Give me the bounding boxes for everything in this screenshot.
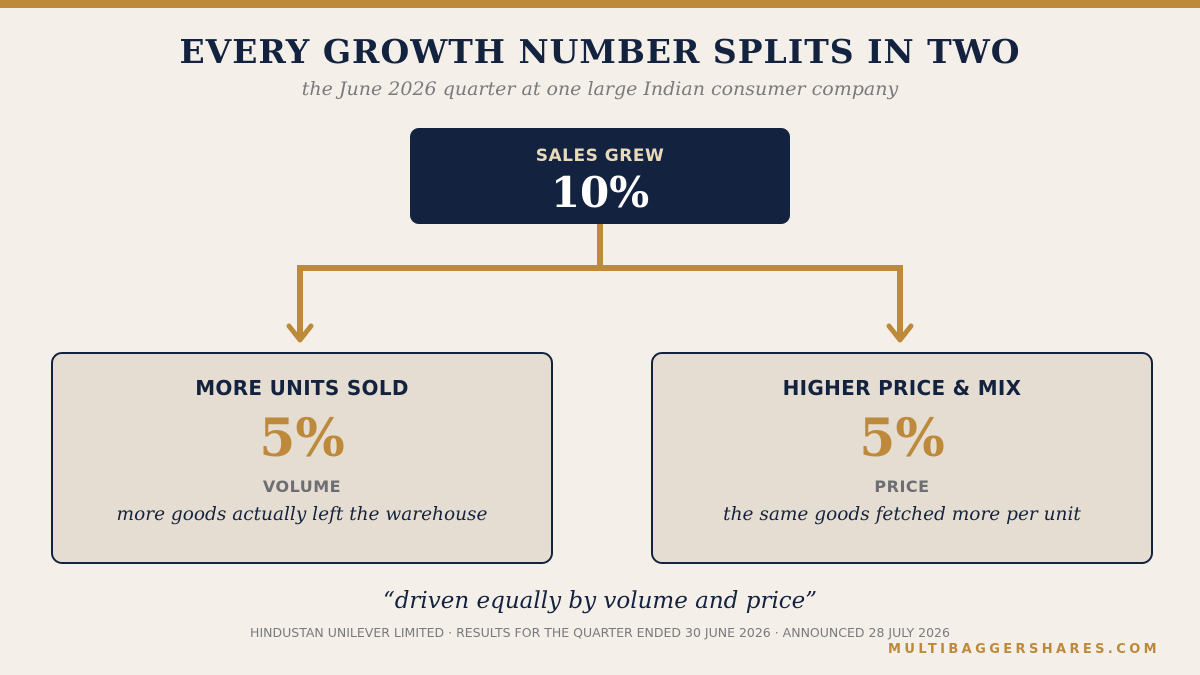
top-accent-bar xyxy=(0,0,1200,8)
total-growth-value: 10% xyxy=(550,168,650,217)
price-card-description: the same goods fetched more per unit xyxy=(723,504,1081,525)
source-note: HINDUSTAN UNILEVER LIMITED · RESULTS FOR… xyxy=(250,625,950,640)
arrow-down-right-icon xyxy=(886,323,914,343)
total-growth-box: SALES GREW 10% xyxy=(410,128,790,224)
price-card-heading: HIGHER PRICE & MIX xyxy=(782,376,1022,400)
total-growth-label: SALES GREW xyxy=(535,146,665,166)
volume-card-heading: MORE UNITS SOLD xyxy=(195,376,409,400)
volume-card-value: 5% xyxy=(259,408,345,469)
volume-card-kind: VOLUME xyxy=(262,477,342,496)
arrow-down-left-icon xyxy=(286,323,314,343)
volume-card-description: more goods actually left the warehouse xyxy=(116,504,488,525)
page-title: EVERY GROWTH NUMBER SPLITS IN TWO xyxy=(179,32,1021,71)
brand-watermark: MULTIBAGGERSHARES.COM xyxy=(888,642,1160,657)
price-card: HIGHER PRICE & MIX 5% PRICE the same goo… xyxy=(651,352,1153,564)
page-subtitle: the June 2026 quarter at one large India… xyxy=(301,78,899,100)
price-card-value: 5% xyxy=(859,408,945,469)
management-quote: “driven equally by volume and price” xyxy=(382,588,818,614)
price-card-kind: PRICE xyxy=(874,477,930,496)
volume-card: MORE UNITS SOLD 5% VOLUME more goods act… xyxy=(51,352,553,564)
